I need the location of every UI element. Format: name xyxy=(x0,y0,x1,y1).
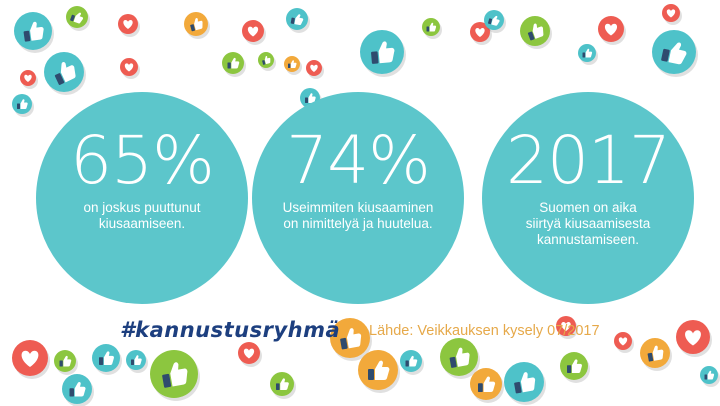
thumbs-up-icon xyxy=(470,368,502,400)
heart-icon xyxy=(598,16,624,42)
thumbs-up-icon xyxy=(54,350,76,372)
heart-icon xyxy=(242,20,264,42)
stat-caption-line: on joskus puuttunut xyxy=(83,200,201,215)
stat-number: 2017 xyxy=(506,122,671,199)
thumbs-up-icon xyxy=(700,366,718,384)
stat-caption-line: Suomen on aika xyxy=(539,200,637,215)
stat-caption-line: kannustamiseen. xyxy=(536,232,640,247)
thumbs-up-icon xyxy=(422,18,440,36)
thumbs-up-icon xyxy=(330,318,370,358)
heart-icon xyxy=(118,14,138,34)
stat-caption-line: kiusaamiseen. xyxy=(98,216,186,231)
stat-caption-line: on nimittelyä ja huutelua. xyxy=(283,216,433,231)
thumbs-up-icon xyxy=(14,12,52,50)
heart-icon xyxy=(306,60,322,76)
stat-circle-2: 74% Useimmiten kiusaaminen on nimittelyä… xyxy=(252,92,464,304)
stat-caption: Useimmiten kiusaaminen on nimittelyä ja … xyxy=(268,200,448,232)
stat-number: 65% xyxy=(70,122,215,199)
thumbs-up-icon xyxy=(400,350,422,372)
thumbs-up-icon xyxy=(520,16,550,46)
thumbs-up-icon xyxy=(640,338,670,368)
thumbs-up-icon xyxy=(126,350,146,370)
thumbs-up-icon xyxy=(12,94,32,114)
thumbs-up-icon xyxy=(150,350,198,398)
hashtag-text: #kannustusryhmä xyxy=(120,318,341,342)
thumbs-up-icon xyxy=(184,12,208,36)
heart-icon xyxy=(238,342,260,364)
thumbs-up-icon xyxy=(258,52,274,68)
heart-icon xyxy=(614,332,632,350)
heart-icon xyxy=(12,340,48,376)
heart-icon xyxy=(662,4,680,22)
heart-icon xyxy=(20,70,36,86)
thumbs-up-icon xyxy=(270,372,294,396)
thumbs-up-icon xyxy=(358,350,398,390)
thumbs-up-icon xyxy=(560,352,588,380)
thumbs-up-icon xyxy=(92,344,120,372)
stat-caption: Suomen on aika siirtyä kiusaamisesta kan… xyxy=(498,200,678,248)
thumbs-up-icon xyxy=(652,30,696,74)
thumbs-up-icon xyxy=(222,52,244,74)
stat-caption-line: siirtyä kiusaamisesta xyxy=(525,216,651,231)
thumbs-up-icon xyxy=(286,8,308,30)
heart-icon xyxy=(556,316,576,336)
thumbs-up-icon xyxy=(62,374,92,404)
stat-caption-line: Useimmiten kiusaaminen xyxy=(282,200,434,215)
stat-caption: on joskus puuttunut kiusaamiseen. xyxy=(52,200,232,232)
stat-circle-1: 65% on joskus puuttunut kiusaamiseen. xyxy=(36,92,248,304)
thumbs-up-icon xyxy=(360,30,404,74)
thumbs-up-icon xyxy=(44,52,84,92)
source-note: Lähde: Veikkauksen kysely 07/2017 xyxy=(369,323,600,339)
heart-icon xyxy=(676,320,710,354)
thumbs-up-icon xyxy=(578,44,596,62)
thumbs-up-icon xyxy=(484,10,504,30)
thumbs-up-icon xyxy=(504,362,544,402)
stat-circle-3: 2017 Suomen on aika siirtyä kiusaamisest… xyxy=(482,92,694,304)
thumbs-up-icon xyxy=(66,6,88,28)
stat-number: 74% xyxy=(286,122,431,199)
heart-icon xyxy=(120,58,138,76)
thumbs-up-icon xyxy=(440,338,478,376)
heart-icon xyxy=(470,22,490,42)
thumbs-up-icon xyxy=(284,56,300,72)
